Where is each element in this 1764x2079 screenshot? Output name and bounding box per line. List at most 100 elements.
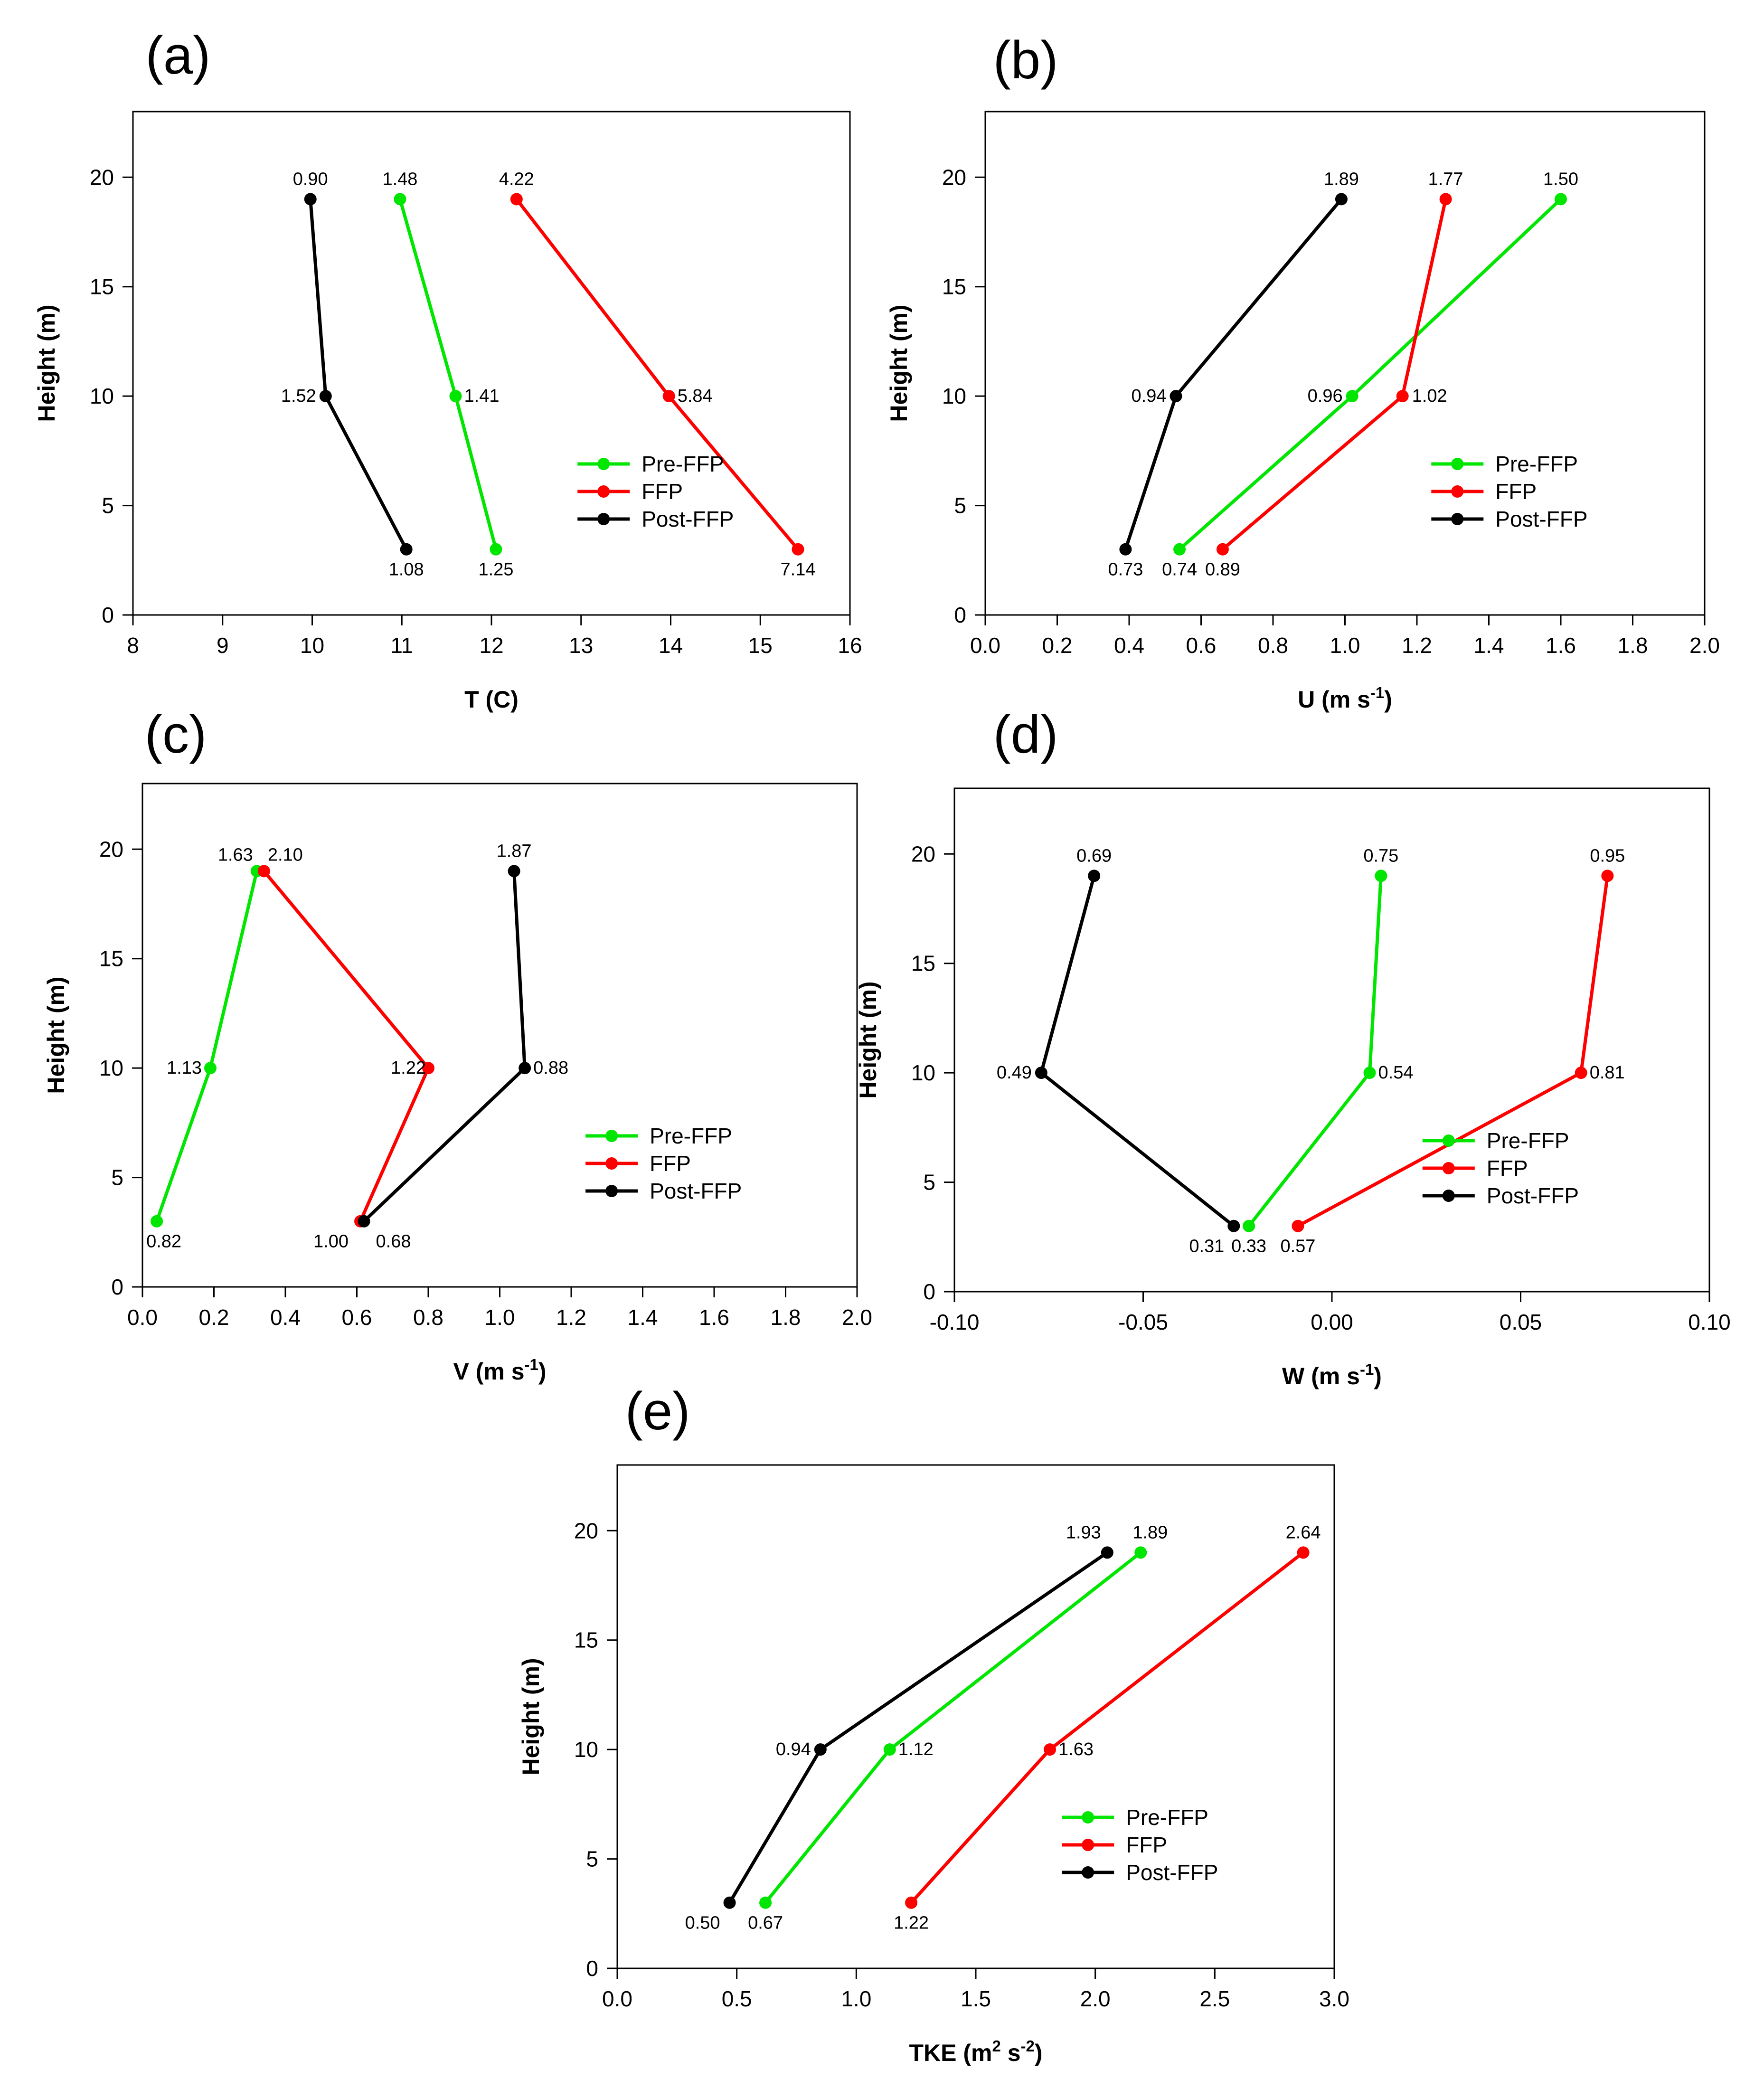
legend-marker [1082,1811,1094,1824]
panel-a: (a) 8 9 10 11 12 13 14 15 16 0 5 10 15 20 Height (m) T (… [33,26,862,713]
x-axis-title-end: ) [1035,2040,1043,2066]
data-label: 1.22 [894,1913,929,1933]
data-point [490,543,502,556]
data-label: 1.12 [898,1739,934,1759]
x-axis-title: V (m s-1) [453,1356,546,1385]
data-label: 0.31 [1189,1237,1224,1257]
data-point [304,193,317,206]
legend-label: Post-FFP [1495,507,1587,531]
x-tick-label: 1.4 [1474,633,1504,658]
data-point [1035,1067,1047,1079]
y-tick-label: 5 [102,493,114,518]
legend-label: FFP [641,479,683,504]
x-tick-label: 0.8 [1258,633,1288,658]
y-tick-label: 10 [911,1060,935,1085]
data-label: 0.89 [1205,560,1240,580]
panel-label: (c) [145,705,207,764]
x-tick-label: 1.0 [485,1305,515,1330]
y-tick-label: 0 [102,603,114,627]
series-line-ffp [1297,875,1609,1228]
data-label: 4.22 [499,169,534,189]
y-tick-label: 10 [90,384,114,408]
x-tick-label: 0.10 [1688,1310,1731,1334]
x-tick-label: 0.00 [1311,1310,1353,1334]
x-tick-label: 0.5 [722,1986,752,2011]
data-point [1243,1219,1255,1232]
x-tick-label: 8 [127,633,139,658]
x-tick-label: 15 [748,633,773,658]
legend-label: FFP [1487,1156,1528,1181]
x-tick-label: 2.0 [842,1305,872,1330]
y-axis-title: Height (m) [518,1658,544,1775]
data-point [422,1062,434,1075]
y-tick-label: 0 [586,1956,598,1981]
y-tick-label: 0 [954,603,966,627]
data-label: 0.88 [533,1058,568,1078]
data-label: 5.84 [678,386,713,406]
data-point [1044,1743,1057,1756]
x-tick-label: 10 [300,633,324,658]
series-line-pre-ffp [155,870,259,1222]
series-line-ffp [910,1551,1304,1904]
data-point [1335,193,1348,206]
y-tick-label: 10 [942,384,966,408]
data-point [1439,193,1452,206]
x-tick-label: 12 [479,633,503,658]
legend-marker [1451,458,1464,470]
y-tick-label: 10 [99,1056,123,1080]
x-tick-label: 0.6 [1186,633,1217,658]
legend-marker [1082,1866,1094,1879]
panel-label: (a) [146,26,211,85]
data-point [1292,1219,1304,1232]
x-tick-label: -0.10 [930,1310,980,1334]
data-point [883,1743,896,1756]
data-label: 7.14 [781,560,816,580]
legend-label: FFP [1495,479,1537,504]
x-tick-label: 0.8 [413,1305,443,1330]
y-axis-title: Height (m) [43,976,69,1094]
legend-marker [1082,1839,1094,1851]
x-axis-title-main: T (C) [464,686,519,713]
legend-marker [597,458,610,470]
x-tick-label: 14 [659,633,683,658]
data-point [1297,1546,1310,1559]
legend-marker [597,513,610,525]
data-label: 1.89 [1324,169,1359,189]
data-label: 1.63 [1058,1739,1094,1759]
data-label: 0.49 [997,1063,1032,1083]
data-point [508,865,520,878]
x-tick-label: 16 [838,633,862,658]
data-point [1575,1067,1587,1079]
y-tick-label: 0 [923,1279,935,1304]
series-line-pre-ffp [398,198,498,550]
series-line-post-ffp [309,199,408,550]
series-line-pre-ffp [1247,876,1383,1227]
data-label: 1.02 [1412,386,1447,406]
y-tick-label: 0 [111,1275,123,1299]
data-point [1101,1546,1113,1559]
y-axis-title: Height (m) [33,304,60,422]
x-tick-label: 1.4 [628,1305,658,1330]
y-tick-label: 20 [99,837,123,861]
legend-label: FFP [650,1151,691,1176]
x-tick-label: 0.4 [270,1305,301,1330]
x-axis-title-main: W (m s [1282,1363,1360,1389]
series-line-pre-ffp [764,1551,1142,1904]
data-point [1170,390,1182,403]
x-tick-label: 1.0 [1330,633,1360,658]
y-axis-title: Height (m) [886,304,912,422]
data-label: 2.64 [1286,1522,1321,1542]
data-label: 1.22 [391,1058,426,1078]
data-label: 0.81 [1590,1063,1625,1083]
data-label: 1.25 [478,560,513,580]
data-label: 1.00 [313,1232,349,1252]
data-label: 0.57 [1280,1237,1315,1257]
x-tick-label: 0.6 [342,1305,372,1330]
data-label: 0.67 [748,1913,783,1933]
x-tick-label: 1.6 [699,1305,729,1330]
x-axis-title: TKE (m2 s-2) [909,2037,1042,2066]
y-tick-label: 15 [99,946,123,971]
data-label: 0.90 [293,169,328,189]
data-label: 1.93 [1066,1522,1101,1542]
